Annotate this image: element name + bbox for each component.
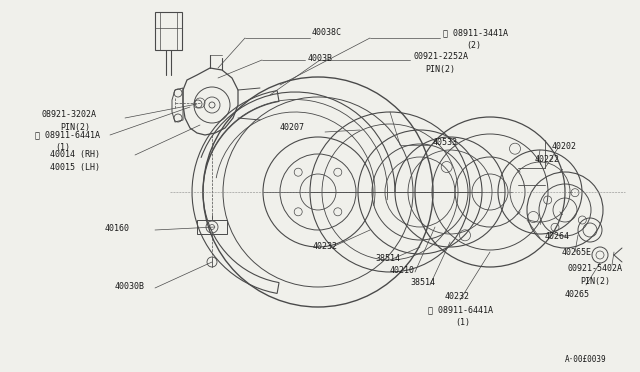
Text: 40265E: 40265E <box>562 248 592 257</box>
Text: 40210: 40210 <box>390 266 415 275</box>
Text: 40533: 40533 <box>433 138 458 147</box>
Text: ⓝ 08911-6441A: ⓝ 08911-6441A <box>428 305 493 314</box>
Text: 00921-2252A: 00921-2252A <box>413 52 468 61</box>
Text: PIN(2): PIN(2) <box>60 123 90 132</box>
Text: 40222: 40222 <box>535 155 560 164</box>
Text: 40015 (LH): 40015 (LH) <box>50 163 100 172</box>
Text: 40232: 40232 <box>445 292 470 301</box>
Text: 40038C: 40038C <box>312 28 342 37</box>
Text: 38514: 38514 <box>410 278 435 287</box>
Text: 38514: 38514 <box>375 254 400 263</box>
Text: 00921-5402A: 00921-5402A <box>568 264 623 273</box>
Text: ⓝ 08911-6441A: ⓝ 08911-6441A <box>35 130 100 139</box>
Text: 40160: 40160 <box>105 224 130 233</box>
Text: A·00£0039: A·00£0039 <box>565 355 607 364</box>
Text: (2): (2) <box>466 41 481 50</box>
Text: PIN(2): PIN(2) <box>425 65 455 74</box>
Text: 08921-3202A: 08921-3202A <box>42 110 97 119</box>
Text: 40014 (RH): 40014 (RH) <box>50 150 100 159</box>
Text: (1): (1) <box>455 318 470 327</box>
Text: PIN(2): PIN(2) <box>580 277 610 286</box>
Text: 4003B: 4003B <box>308 54 333 63</box>
Text: (1): (1) <box>55 143 70 152</box>
Text: ⓝ 08911-3441A: ⓝ 08911-3441A <box>443 28 508 37</box>
Text: 40030B: 40030B <box>115 282 145 291</box>
Text: 40265: 40265 <box>565 290 590 299</box>
Text: 40202: 40202 <box>552 142 577 151</box>
Text: 40232: 40232 <box>313 242 338 251</box>
Text: 40207: 40207 <box>280 123 305 132</box>
Text: 40264: 40264 <box>545 232 570 241</box>
